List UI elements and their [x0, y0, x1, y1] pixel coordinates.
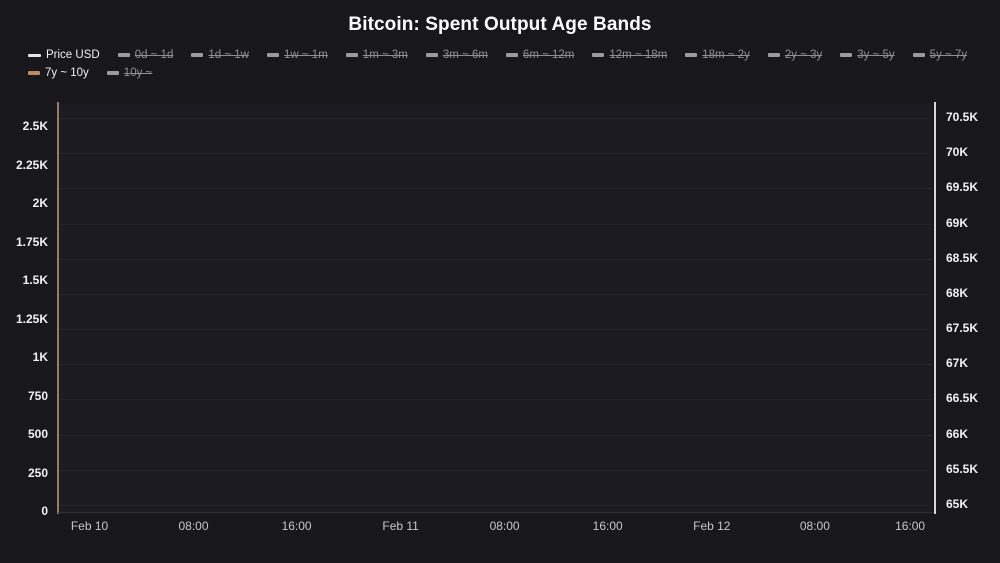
left-axis-tick-label: 1.75K	[15, 234, 48, 249]
legend-bar-icon	[345, 53, 358, 57]
gridline	[58, 329, 932, 331]
left-axis-tick-label: 1.25K	[15, 311, 48, 326]
legend-bar-icon	[191, 53, 204, 57]
legend-item-label: 7y ~ 10y	[45, 67, 89, 79]
gridline	[58, 364, 932, 366]
chart-title: Bitcoin: Spent Output Age Bands	[348, 14, 652, 35]
gridlines	[58, 104, 932, 512]
legend-item-label: 12m ~ 18m	[609, 49, 668, 61]
x-axis-tick-label: 16:00	[592, 519, 623, 533]
legend-item-label: 3y ~ 5y	[857, 49, 895, 61]
x-axis-tick-label: 08:00	[178, 519, 209, 533]
legend-item-label: 6m ~ 12m	[522, 49, 575, 61]
gridline	[58, 399, 932, 401]
legend-item-label: 1m ~ 3m	[362, 49, 408, 61]
legend-bar-icon	[767, 53, 780, 57]
right-axis-tick-label: 67.5K	[946, 321, 979, 336]
left-axis-tick-label: 250	[27, 465, 48, 480]
left-axis-tick-label: 2.25K	[15, 157, 48, 172]
legend-item-1d-1w[interactable]: 1d ~ 1w	[191, 48, 249, 62]
legend-bar-icon	[505, 53, 518, 57]
legend-bar-icon	[117, 53, 130, 57]
legend-item-12m-18m[interactable]: 12m ~ 18m	[592, 48, 667, 62]
gridline	[58, 258, 932, 260]
legend-item-5y-7y[interactable]: 5y ~ 7y	[912, 48, 968, 62]
plot-area	[58, 104, 932, 512]
legend-item-18m-2y[interactable]: 18m ~ 2y	[685, 48, 750, 62]
left-axis-tick-label: 0	[41, 504, 48, 518]
x-axis-tick-label: 08:00	[799, 519, 830, 533]
right-axis-tick-label: 69K	[946, 215, 969, 230]
legend-item-3m-6m[interactable]: 3m ~ 6m	[425, 48, 488, 62]
legend-bar-icon	[685, 53, 698, 57]
legend-item-1w-1m[interactable]: 1w ~ 1m	[267, 48, 328, 62]
gridline	[58, 153, 932, 155]
x-axis-tick-label: 16:00	[281, 519, 312, 533]
left-axis-tick-label: 2.5K	[22, 119, 48, 134]
right-axis-tick-label: 65K	[946, 497, 969, 511]
right-axis-tick-label: 66K	[946, 426, 969, 441]
left-axis-line	[57, 102, 59, 514]
gridline	[58, 469, 932, 471]
left-axis-tick-label: 2K	[32, 196, 48, 211]
left-axis-tick-label: 750	[27, 388, 48, 403]
legend-item-label: 18m ~ 2y	[702, 49, 750, 61]
left-axis-tick-label: 1.5K	[22, 273, 48, 288]
legend-bar-icon	[912, 53, 925, 57]
legend-item-3y-5y[interactable]: 3y ~ 5y	[840, 48, 895, 62]
legend-item-label: 5y ~ 7y	[929, 49, 968, 61]
legend-item-label: Price USD	[46, 49, 100, 61]
right-axis-tick-label: 69.5K	[946, 180, 979, 195]
legend-item-label: 2y ~ 3y	[784, 49, 823, 61]
gridline	[58, 118, 932, 120]
legend-item-10y[interactable]: 10y ~	[106, 66, 153, 80]
legend-bar-icon	[592, 53, 605, 57]
bottom-axis-line	[58, 512, 934, 513]
legend-item-label: 0d ~ 1d	[134, 49, 174, 61]
right-axis-tick-label: 70.5K	[946, 110, 979, 125]
gridline	[58, 293, 932, 295]
legend-bar-icon	[106, 71, 119, 75]
gridline	[58, 223, 932, 225]
legend-item-0d-1d[interactable]: 0d ~ 1d	[117, 48, 174, 62]
x-axis-tick-label: 16:00	[895, 519, 926, 533]
legend-item-price-usd[interactable]: Price USD	[28, 48, 100, 62]
plot-background	[58, 104, 932, 512]
right-axis-tick-label: 68.5K	[946, 250, 979, 265]
legend-line-icon	[28, 53, 41, 57]
right-axis-tick-label: 67K	[946, 356, 969, 371]
x-axis-tick-label: Feb 10	[70, 519, 109, 533]
x-axis-tick-label: Feb 12	[693, 519, 731, 533]
right-axis-tick-label: 66.5K	[946, 391, 979, 406]
legend-item-label: 1d ~ 1w	[208, 49, 249, 61]
legend-bar-icon	[28, 71, 40, 75]
right-axis-tick-label: 65.5K	[946, 461, 979, 476]
right-axis-line	[934, 102, 936, 514]
gridline	[58, 505, 932, 506]
legend-item-2y-3y[interactable]: 2y ~ 3y	[767, 48, 823, 62]
gridline	[58, 188, 932, 190]
x-axis-tick-label: Feb 11	[382, 519, 419, 533]
legend-bar-icon	[425, 53, 438, 57]
right-axis-tick-label: 68K	[946, 285, 969, 300]
legend-bar-icon	[267, 53, 279, 57]
legend-bar-icon	[840, 53, 853, 57]
legend-item-label: 1w ~ 1m	[284, 49, 328, 61]
left-axis-tick-label: 500	[27, 427, 48, 441]
right-axis-tick-label: 70K	[946, 145, 969, 160]
chart-legend: Price USD 0d ~ 1d 1d ~ 1w 1w ~ 1m 1m ~ 3m 3m …	[28, 48, 988, 80]
x-axis-tick-label: 08:00	[489, 519, 520, 533]
gridline	[58, 434, 932, 436]
legend-item-label: 3m ~ 6m	[442, 49, 488, 61]
legend-item-6m-12m[interactable]: 6m ~ 12m	[505, 48, 575, 62]
legend-item-label: 10y ~	[123, 67, 153, 79]
legend-item-1m-3m[interactable]: 1m ~ 3m	[345, 48, 408, 62]
left-axis-tick-label: 1K	[32, 350, 48, 364]
legend-item-7y-10y[interactable]: 7y ~ 10y	[28, 66, 89, 80]
